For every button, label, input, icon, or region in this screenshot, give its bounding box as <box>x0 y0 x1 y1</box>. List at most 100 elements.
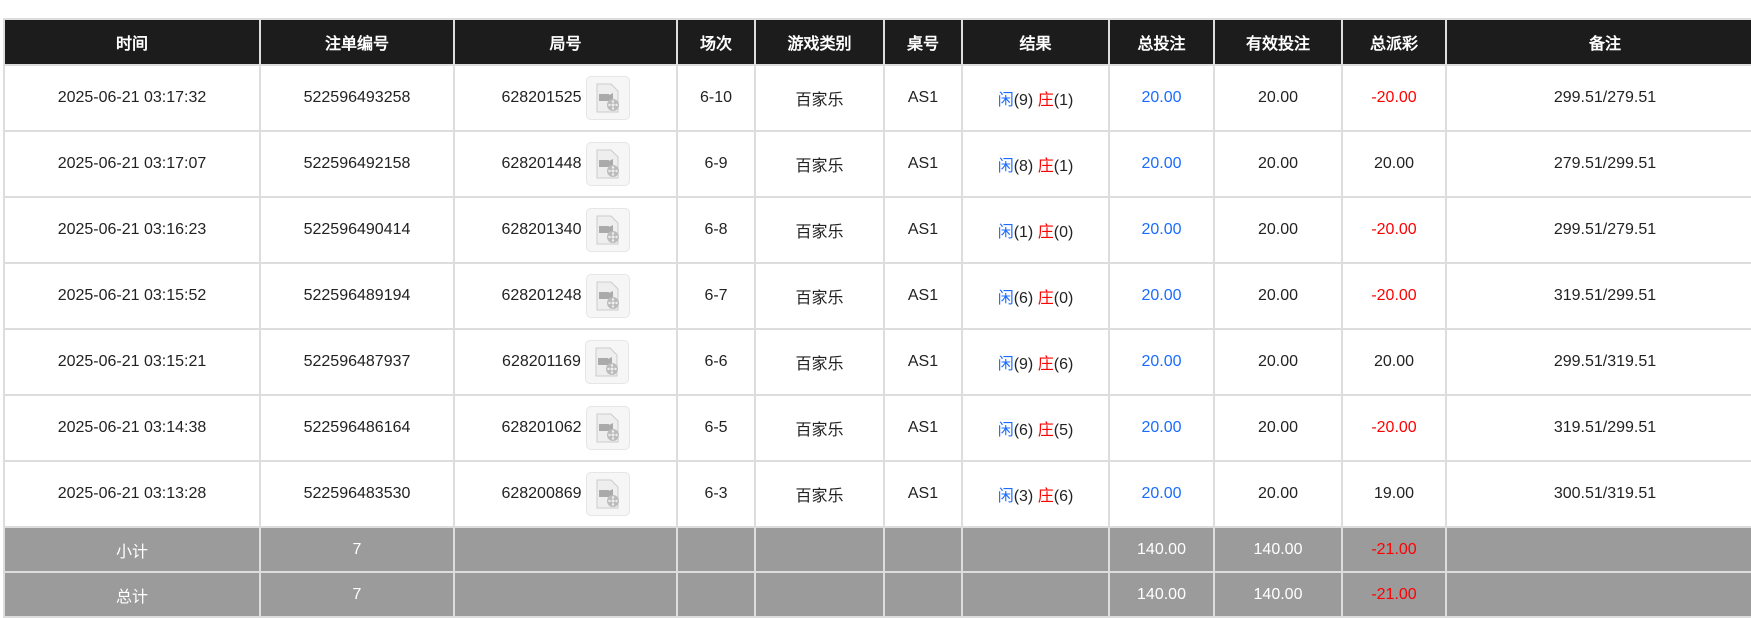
video-replay-icon[interactable] <box>584 340 629 384</box>
cell-game-type: 百家乐 <box>754 394 885 462</box>
cell-time: 2025-06-21 03:13:28 <box>3 460 261 528</box>
video-replay-icon[interactable] <box>585 274 630 318</box>
header-result: 结果 <box>961 18 1110 66</box>
header-table-no: 桌号 <box>883 18 963 66</box>
table-row: 2025-06-21 03:15:52 522596489194 628201248… <box>3 262 1751 330</box>
cell-valid-bet: 20.00 <box>1213 196 1343 264</box>
banker-label: 庄 <box>1037 422 1054 439</box>
player-score: (3) <box>1013 488 1034 505</box>
cell-time: 2025-06-21 03:17:07 <box>3 130 261 198</box>
cell-game-type: 百家乐 <box>754 262 885 330</box>
empty-cell <box>453 526 678 573</box>
round-number: 628201448 <box>501 155 582 173</box>
player-label: 闲 <box>997 92 1014 109</box>
player-label: 闲 <box>997 158 1014 175</box>
empty-cell <box>883 571 963 618</box>
cell-total-payout: 19.00 <box>1341 460 1447 528</box>
cell-time: 2025-06-21 03:14:38 <box>3 394 261 462</box>
cell-note: 319.51/299.51 <box>1445 262 1751 330</box>
cell-bet-id: 522596490414 <box>259 196 455 264</box>
video-replay-icon[interactable] <box>585 406 630 450</box>
cell-result: 闲(1) 庄(0) <box>961 196 1110 264</box>
cell-round: 628201169 <box>453 328 678 396</box>
banker-score: (6) <box>1053 356 1074 373</box>
cell-game-type: 百家乐 <box>754 130 885 198</box>
banker-score: (6) <box>1053 488 1074 505</box>
cell-valid-bet: 20.00 <box>1213 460 1343 528</box>
subtotal-label: 小计 <box>3 526 261 573</box>
cell-total-bet: 20.00 <box>1108 196 1215 264</box>
cell-game-type: 百家乐 <box>754 328 885 396</box>
banker-label: 庄 <box>1037 158 1054 175</box>
bet-records-table: 时间 注单编号 局号 场次 游戏类别 桌号 结果 总投注 有效投注 总派彩 备注 2025-06-2… <box>3 18 1751 618</box>
cell-valid-bet: 20.00 <box>1213 130 1343 198</box>
cell-game-type: 百家乐 <box>754 64 885 132</box>
cell-valid-bet: 20.00 <box>1213 328 1343 396</box>
empty-cell <box>883 526 963 573</box>
video-replay-icon[interactable] <box>585 472 630 516</box>
cell-table-no: AS1 <box>883 394 963 462</box>
cell-table-no: AS1 <box>883 328 963 396</box>
round-number: 628201062 <box>501 419 582 437</box>
header-bet-id: 注单编号 <box>259 18 455 66</box>
player-score: (6) <box>1013 422 1034 439</box>
header-total-bet: 总投注 <box>1108 18 1215 66</box>
cell-table-no: AS1 <box>883 130 963 198</box>
cell-table-no: AS1 <box>883 460 963 528</box>
cell-bet-id: 522596486164 <box>259 394 455 462</box>
video-replay-icon[interactable] <box>585 208 630 252</box>
subtotal-count: 7 <box>259 526 455 573</box>
subtotal-row: 小计 7 140.00 140.00 -21.00 <box>3 526 1751 573</box>
player-score: (9) <box>1013 92 1034 109</box>
cell-round: 628201340 <box>453 196 678 264</box>
cell-total-payout: -20.00 <box>1341 196 1447 264</box>
cell-total-payout: -20.00 <box>1341 64 1447 132</box>
header-total-payout: 总派彩 <box>1341 18 1447 66</box>
player-score: (9) <box>1013 356 1034 373</box>
cell-session: 6-8 <box>676 196 756 264</box>
player-score: (6) <box>1013 290 1034 307</box>
player-label: 闲 <box>997 422 1014 439</box>
cell-result: 闲(9) 庄(6) <box>961 328 1110 396</box>
cell-note: 279.51/299.51 <box>1445 130 1751 198</box>
header-session: 场次 <box>676 18 756 66</box>
banker-label: 庄 <box>1037 92 1054 109</box>
cell-session: 6-7 <box>676 262 756 330</box>
subtotal-total-bet: 140.00 <box>1108 526 1215 573</box>
cell-round: 628201062 <box>453 394 678 462</box>
video-replay-icon[interactable] <box>585 142 630 186</box>
cell-result: 闲(8) 庄(1) <box>961 130 1110 198</box>
cell-total-bet: 20.00 <box>1108 130 1215 198</box>
table-row: 2025-06-21 03:16:23 522596490414 628201340… <box>3 196 1751 264</box>
player-label: 闲 <box>997 488 1014 505</box>
empty-cell <box>453 571 678 618</box>
cell-game-type: 百家乐 <box>754 460 885 528</box>
cell-total-payout: -20.00 <box>1341 394 1447 462</box>
total-valid-bet: 140.00 <box>1213 571 1343 618</box>
cell-bet-id: 522596487937 <box>259 328 455 396</box>
total-payout: -21.00 <box>1341 571 1447 618</box>
cell-total-payout: 20.00 <box>1341 328 1447 396</box>
cell-total-bet: 20.00 <box>1108 328 1215 396</box>
round-number: 628201169 <box>502 353 581 371</box>
cell-total-bet: 20.00 <box>1108 394 1215 462</box>
cell-game-type: 百家乐 <box>754 196 885 264</box>
cell-time: 2025-06-21 03:15:21 <box>3 328 261 396</box>
total-row: 总计 7 140.00 140.00 -21.00 <box>3 571 1751 618</box>
cell-session: 6-10 <box>676 64 756 132</box>
round-number: 628201248 <box>501 287 582 305</box>
empty-cell <box>1445 571 1751 618</box>
cell-round: 628201525 <box>453 64 678 132</box>
video-replay-icon[interactable] <box>585 76 630 120</box>
cell-bet-id: 522596493258 <box>259 64 455 132</box>
cell-result: 闲(6) 庄(0) <box>961 262 1110 330</box>
player-score: (1) <box>1013 224 1034 241</box>
total-count: 7 <box>259 571 455 618</box>
subtotal-payout: -21.00 <box>1341 526 1447 573</box>
banker-label: 庄 <box>1037 224 1054 241</box>
cell-bet-id: 522596492158 <box>259 130 455 198</box>
header-note: 备注 <box>1445 18 1751 66</box>
banker-score: (0) <box>1053 224 1074 241</box>
cell-result: 闲(6) 庄(5) <box>961 394 1110 462</box>
banker-score: (1) <box>1053 158 1074 175</box>
